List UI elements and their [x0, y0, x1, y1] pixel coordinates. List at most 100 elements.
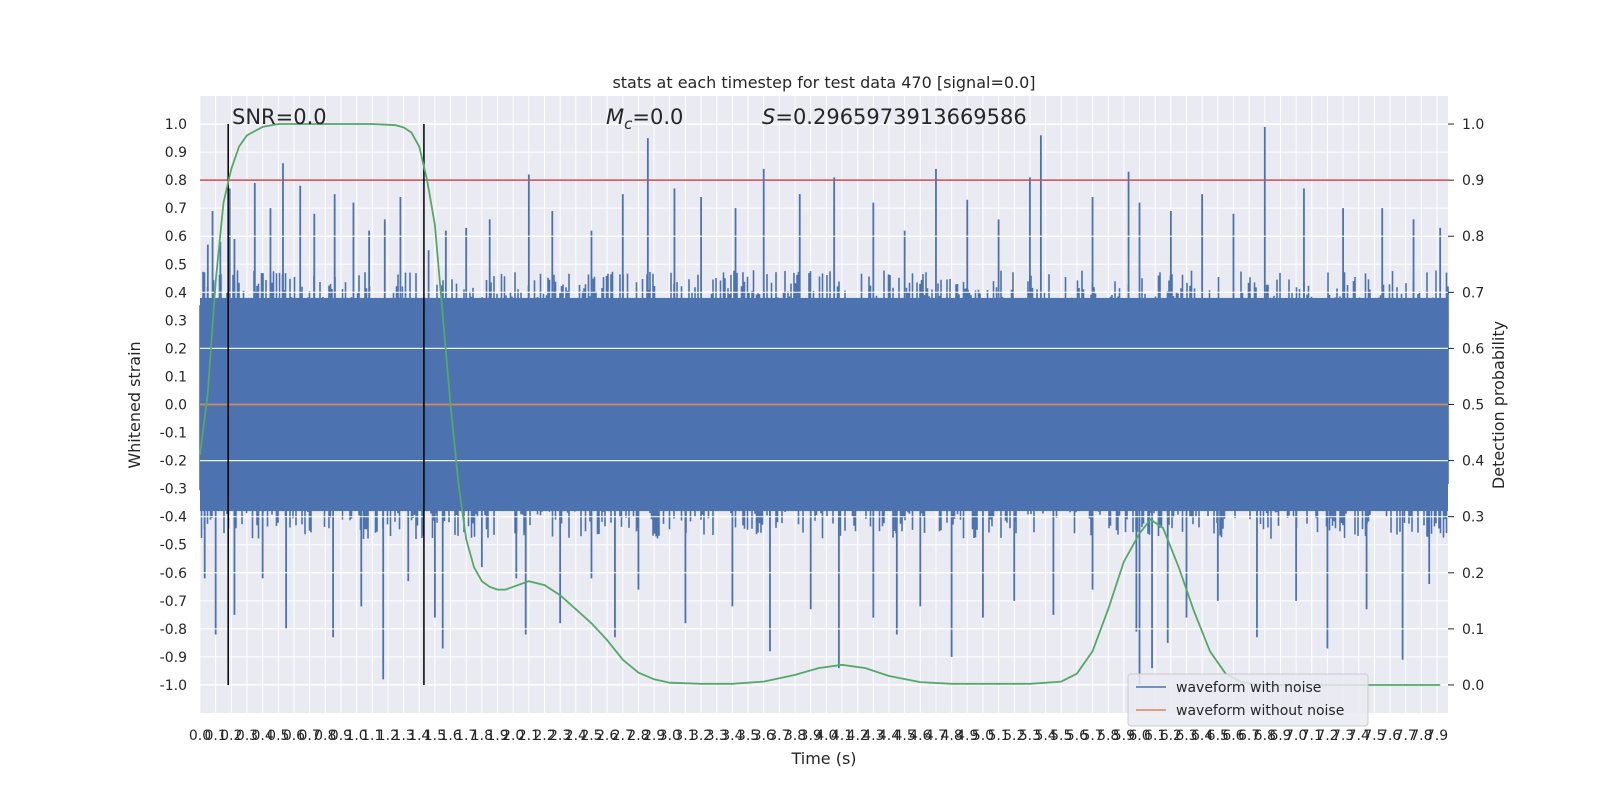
x-tick-label: 3.6: [753, 728, 775, 744]
x-tick-label: 3.2: [690, 728, 712, 744]
snr-annotation: SNR=0.0: [232, 105, 327, 129]
y-left-tick-label: 1.0: [165, 117, 187, 133]
x-tick-label: 7.5: [1363, 728, 1385, 744]
legend: waveform with noise waveform without noi…: [1127, 673, 1369, 727]
x-tick-label: 7.9: [1426, 728, 1448, 744]
x-axis-label: Time (s): [790, 749, 856, 768]
y-right-tick-label: 0.5: [1462, 398, 1484, 414]
x-tick-label: 6.7: [1238, 728, 1260, 744]
x-tick-label: 3.8: [784, 728, 806, 744]
x-tick-label: 5.2: [1003, 728, 1025, 744]
x-tick-label: 7.0: [1285, 728, 1307, 744]
x-tick-label: 6.8: [1254, 728, 1276, 744]
y-axis-left-label: Whitened strain: [125, 341, 144, 468]
y-axis-left: -1.0 -0.9 -0.8 -0.7 -0.6 -0.5 -0.4 -0.3 -0.2 -0.1…: [160, 117, 187, 694]
y-right-tick-label: 0.4: [1462, 454, 1484, 470]
x-tick-label: 0.4: [252, 728, 274, 744]
x-tick-label: 0.7: [298, 728, 320, 744]
y-left-tick-label: -0.8: [160, 622, 187, 638]
x-tick-label: 4.7: [925, 728, 947, 744]
x-tick-label: 1.0: [345, 728, 367, 744]
y-right-tick-label: 0.2: [1462, 566, 1484, 582]
s-value: =0.2965973913669586: [775, 105, 1026, 129]
x-tick-label: 7.3: [1332, 728, 1354, 744]
x-tick-label: 1.2: [377, 728, 399, 744]
x-tick-label: 5.8: [1097, 728, 1119, 744]
x-tick-label: 2.3: [549, 728, 571, 744]
y-right-tick-label: 0.3: [1462, 510, 1484, 526]
x-tick-label: 2.0: [502, 728, 524, 744]
x-axis: 0.00.10.20.30.40.50.60.70.80.91.01.11.21…: [189, 728, 1448, 744]
chirp-mass-value: =0.0: [632, 105, 683, 129]
x-tick-label: 6.6: [1222, 728, 1244, 744]
x-tick-label: 6.3: [1175, 728, 1197, 744]
y-left-tick-label: -0.5: [160, 538, 187, 554]
y-left-tick-label: -0.6: [160, 566, 187, 582]
y-right-tick-label: 0.8: [1462, 229, 1484, 245]
y-left-tick-label: -0.1: [160, 426, 187, 442]
x-tick-label: 6.2: [1160, 728, 1182, 744]
x-tick-label: 3.1: [674, 728, 696, 744]
legend-box: [1127, 673, 1369, 727]
x-tick-label: 0.2: [220, 728, 242, 744]
x-tick-label: 4.6: [909, 728, 931, 744]
x-tick-label: 0.1: [205, 728, 227, 744]
chirp-mass-symbol: M: [606, 105, 624, 129]
x-tick-label: 0.0: [189, 728, 211, 744]
x-tick-label: 1.1: [361, 728, 383, 744]
y-axis-right: 0.0 0.1 0.2 0.3 0.4 0.5 0.6 0.7 0.8 0.9 1.0: [1448, 117, 1484, 694]
y-left-tick-label: 0.0: [165, 398, 187, 414]
x-tick-label: 7.4: [1348, 728, 1370, 744]
y-axis-right-label: Detection probability: [1489, 321, 1508, 489]
x-tick-label: 2.6: [596, 728, 618, 744]
y-left-tick-label: 0.4: [165, 285, 187, 301]
x-tick-label: 2.4: [565, 728, 587, 744]
x-tick-label: 0.6: [283, 728, 305, 744]
x-tick-label: 1.6: [439, 728, 461, 744]
x-tick-label: 1.9: [486, 728, 508, 744]
x-tick-label: 4.4: [878, 728, 900, 744]
y-left-tick-label: 0.3: [165, 313, 187, 329]
series-detection-probability: [199, 123, 1441, 686]
x-tick-label: 7.6: [1379, 728, 1401, 744]
y-left-tick-label: 0.6: [165, 229, 187, 245]
x-tick-label: 0.5: [267, 728, 289, 744]
y-left-tick-label: 0.7: [165, 201, 187, 217]
x-tick-label: 2.8: [627, 728, 649, 744]
y-left-tick-label: 0.2: [165, 341, 187, 357]
y-left-tick-label: -0.4: [160, 510, 187, 526]
y-left-tick-label: -0.3: [160, 482, 187, 498]
x-tick-label: 4.3: [862, 728, 884, 744]
x-tick-label: 5.1: [987, 728, 1009, 744]
x-tick-label: 2.1: [518, 728, 540, 744]
x-tick-label: 7.1: [1301, 728, 1323, 744]
s-annotation: S=0.2965973913669586: [762, 105, 1027, 129]
x-tick-label: 5.5: [1050, 728, 1072, 744]
y-right-tick-label: 0.0: [1462, 678, 1484, 694]
x-tick-label: 3.7: [768, 728, 790, 744]
x-tick-label: 4.8: [940, 728, 962, 744]
x-tick-label: 5.0: [972, 728, 994, 744]
y-right-tick-label: 1.0: [1462, 117, 1484, 133]
chirp-mass-subscript: c: [624, 115, 633, 133]
x-tick-label: 2.5: [580, 728, 602, 744]
legend-label-waveform-without-noise: waveform without noise: [1176, 703, 1344, 719]
legend-label-waveform-with-noise: waveform with noise: [1176, 680, 1321, 696]
x-tick-label: 5.3: [1019, 728, 1041, 744]
x-tick-label: 3.0: [659, 728, 681, 744]
y-left-tick-label: -1.0: [160, 678, 187, 694]
chart-title: stats at each timestep for test data 470…: [612, 73, 1035, 92]
x-tick-label: 4.1: [831, 728, 853, 744]
x-tick-label: 0.8: [314, 728, 336, 744]
x-tick-label: 2.7: [612, 728, 634, 744]
x-tick-label: 1.8: [471, 728, 493, 744]
x-tick-label: 7.7: [1395, 728, 1417, 744]
y-left-tick-label: 0.8: [165, 173, 187, 189]
x-tick-label: 6.0: [1128, 728, 1150, 744]
x-tick-label: 3.5: [737, 728, 759, 744]
x-tick-label: 7.8: [1410, 728, 1432, 744]
y-left-tick-label: -0.2: [160, 454, 187, 470]
x-tick-label: 1.3: [392, 728, 414, 744]
x-tick-label: 5.4: [1034, 728, 1056, 744]
